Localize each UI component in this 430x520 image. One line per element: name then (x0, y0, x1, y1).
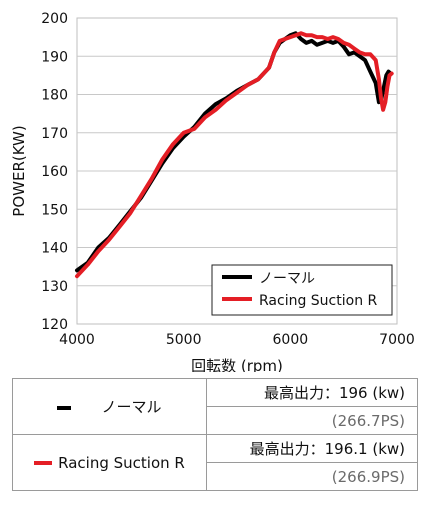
ps-value-normal: (266.7PS) (206, 406, 418, 435)
series-line-racing (75, 31, 394, 279)
y-tick-label: 170 (41, 126, 68, 142)
y-tick-label: 190 (41, 49, 68, 65)
x-tick-label: 4000 (59, 332, 95, 348)
x-tick-label: 7000 (379, 332, 415, 348)
y-tick-label: 120 (41, 317, 68, 333)
series-name-racing: Racing Suction R (58, 453, 185, 472)
x-axis-label: 回転数 (rpm) (191, 357, 283, 372)
ps-value-racing: (266.9PS) (206, 462, 418, 491)
legend-box (211, 264, 393, 316)
series-cell-racing: Racing Suction R (12, 434, 207, 491)
y-tick-label: 130 (41, 279, 68, 295)
table-row: (266.9PS) (13, 462, 418, 491)
y-tick-label: 150 (41, 202, 68, 218)
summary-table: ノーマル 最高出力：196 (kw) (266.7PS) Racing Suct… (12, 378, 418, 491)
power-chart: 120 130 140 150 160 170 180 190 200 4000 5000 6000 7… (10, 11, 415, 372)
y-axis-label: POWER(KW) (10, 125, 28, 216)
x-tick-label: 5000 (166, 332, 202, 348)
legend: ノーマル Racing Suction R (211, 264, 393, 316)
black-line-swatch (57, 405, 72, 410)
series-lines (75, 31, 394, 279)
y-tick-label: 180 (41, 88, 68, 104)
y-tick-label: 140 (41, 241, 68, 257)
y-tick-label: 200 (41, 11, 68, 27)
table-row: (266.7PS) (13, 406, 418, 435)
y-tick-label: 160 (41, 164, 68, 180)
series-name-normal: ノーマル (101, 398, 162, 416)
series-cell-normal: ノーマル (12, 378, 207, 435)
x-tick-label: 6000 (273, 332, 309, 348)
table-row: ノーマル 最高出力：196 (kw) (12, 378, 418, 435)
legend-label-normal: ノーマル (259, 271, 315, 287)
axes: 120 130 140 150 160 170 180 190 200 4000 5000 6000 7… (41, 11, 415, 348)
red-line-swatch (34, 461, 53, 465)
table-row: Racing Suction R 最高出力：196.1 (kw) (12, 434, 418, 491)
max-power-racing: 最高出力：196.1 (kw) (206, 434, 418, 463)
legend-label-racing: Racing Suction R (259, 293, 378, 309)
max-power-normal: 最高出力：196 (kw) (206, 378, 418, 407)
